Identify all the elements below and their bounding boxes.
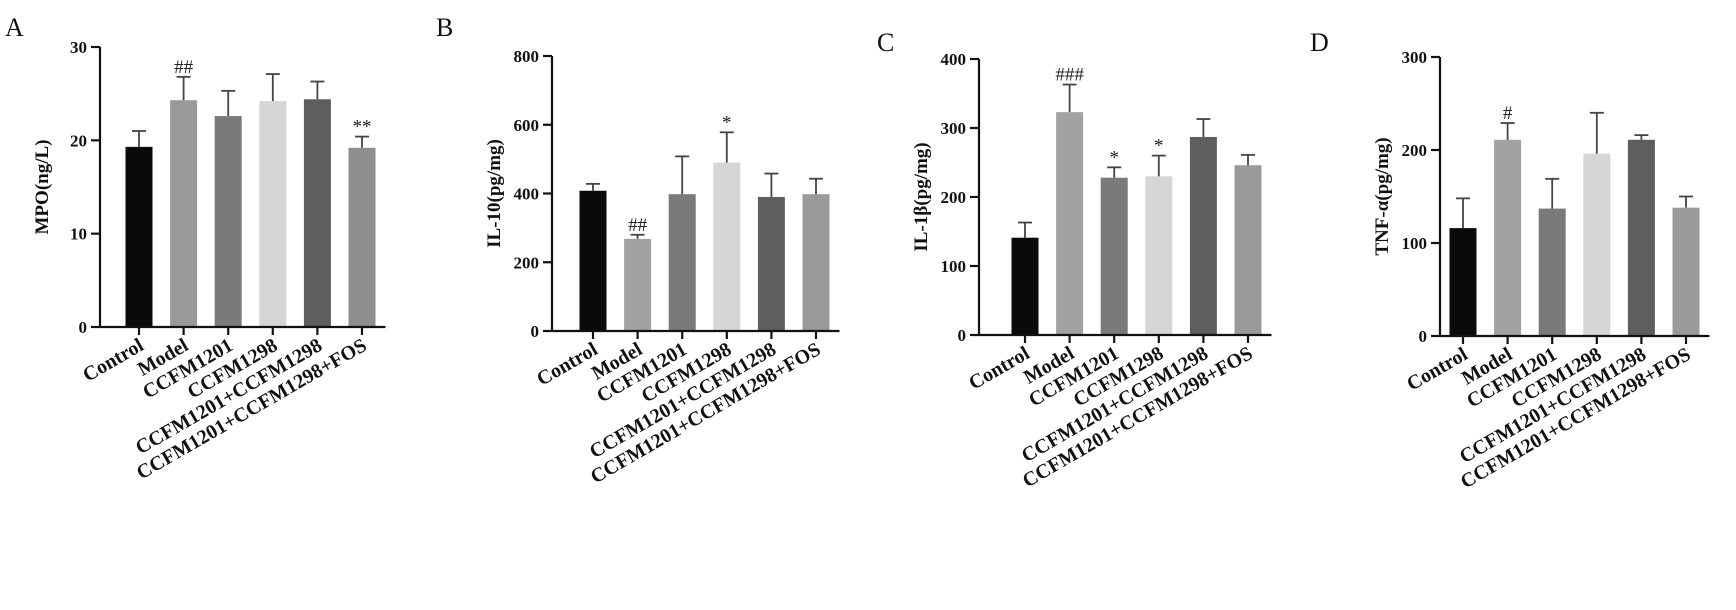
bar-ccfm1201-plus-ccfm1298-plus-fos	[348, 147, 376, 327]
y-tick-label: 600	[514, 116, 540, 135]
bar-model	[1056, 112, 1084, 335]
bar-ccfm1298	[259, 101, 287, 327]
chart-panel-d: D#0100200300ControlModelCCFM1201CCFM1298…	[1310, 28, 1710, 493]
bar-ccfm1201	[668, 194, 696, 331]
chart-panel-c: C###**0100200300400ControlModelCCFM1201C…	[877, 28, 1272, 492]
bar-control	[1011, 237, 1039, 335]
significance-marker: ##	[628, 215, 648, 236]
panel-letter: D	[1310, 28, 1329, 57]
y-axis-title: IL-10(pg/mg)	[484, 139, 505, 248]
chart-panel-b: B##*0200400600800ControlModelCCFM1201CCF…	[436, 13, 840, 488]
bar-ccfm1298	[713, 162, 741, 331]
y-tick-label: 300	[941, 119, 967, 138]
y-tick-label: 0	[958, 326, 967, 345]
bar-model	[1494, 139, 1522, 336]
significance-marker: *	[1109, 147, 1119, 168]
significance-marker: *	[1154, 136, 1164, 157]
significance-marker: **	[353, 117, 372, 138]
y-tick-label: 200	[941, 188, 967, 207]
chart-panel-a: A##**0102030ControlModelCCFM1201CCFM1298…	[5, 13, 386, 484]
y-axis-title: MPO(ng/L)	[32, 140, 53, 235]
y-tick-label: 10	[70, 225, 87, 244]
y-tick-label: 300	[1402, 48, 1428, 67]
bar-ccfm1201-plus-ccfm1298	[757, 196, 785, 331]
y-tick-label: 20	[70, 131, 87, 150]
bar-ccfm1201	[1100, 177, 1128, 335]
y-axis-title: IL-1β(pg/mg)	[911, 142, 932, 251]
bar-control	[579, 190, 607, 331]
bar-ccfm1201-plus-ccfm1298-plus-fos	[1234, 165, 1262, 335]
y-tick-label: 200	[1402, 141, 1428, 160]
y-tick-label: 0	[79, 318, 88, 337]
bar-control	[125, 146, 153, 327]
panel-letter: B	[436, 13, 453, 42]
significance-marker: ###	[1055, 65, 1084, 86]
bar-model	[624, 238, 652, 331]
y-tick-label: 100	[1402, 234, 1428, 253]
panel-letter: C	[877, 28, 894, 57]
bar-ccfm1201-plus-ccfm1298	[1189, 136, 1217, 335]
bar-ccfm1201	[1538, 208, 1566, 336]
significance-marker: ##	[174, 57, 194, 78]
significance-marker: *	[722, 112, 732, 133]
y-tick-label: 200	[514, 253, 540, 272]
y-tick-label: 400	[514, 185, 540, 204]
bar-ccfm1201	[214, 116, 242, 327]
y-tick-label: 30	[70, 38, 87, 57]
bar-ccfm1201-plus-ccfm1298-plus-fos	[1672, 207, 1700, 336]
bar-model	[170, 100, 198, 327]
y-axis-title: TNF-α(pg/mg)	[1372, 137, 1393, 255]
bar-ccfm1201-plus-ccfm1298-plus-fos	[802, 194, 830, 331]
bar-ccfm1201-plus-ccfm1298	[303, 99, 331, 328]
bar-control	[1449, 228, 1477, 336]
y-tick-label: 400	[941, 50, 967, 69]
bar-ccfm1201-plus-ccfm1298	[1627, 139, 1655, 336]
bar-ccfm1298	[1145, 176, 1173, 335]
y-tick-label: 100	[941, 257, 967, 276]
y-tick-label: 0	[531, 322, 540, 341]
y-tick-label: 800	[514, 47, 540, 66]
significance-marker: #	[1503, 103, 1513, 124]
y-tick-label: 0	[1419, 327, 1428, 346]
panel-letter: A	[5, 13, 24, 42]
bar-ccfm1298	[1583, 153, 1611, 336]
